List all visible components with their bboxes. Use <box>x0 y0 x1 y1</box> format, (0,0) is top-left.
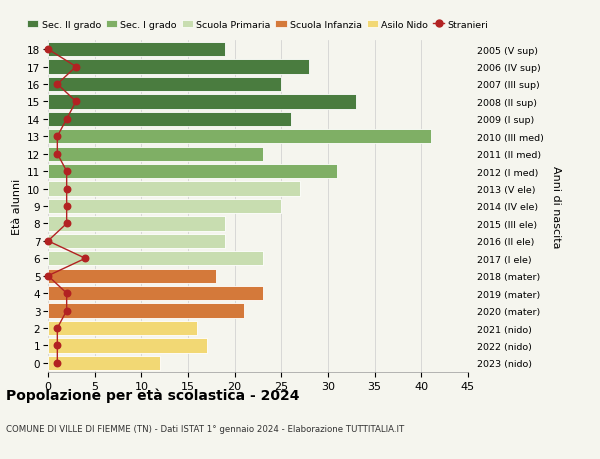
Point <box>43 238 53 245</box>
Bar <box>48 182 300 196</box>
Point <box>53 81 62 89</box>
Y-axis label: Età alunni: Età alunni <box>11 179 22 235</box>
Point <box>53 325 62 332</box>
Point <box>71 64 81 71</box>
Bar <box>48 199 281 214</box>
Bar <box>48 321 197 336</box>
Point <box>53 133 62 140</box>
Bar <box>48 112 290 127</box>
Bar <box>48 60 310 74</box>
Bar <box>48 269 216 283</box>
Bar <box>48 78 281 92</box>
Legend: Sec. II grado, Sec. I grado, Scuola Primaria, Scuola Infanzia, Asilo Nido, Stran: Sec. II grado, Sec. I grado, Scuola Prim… <box>23 17 492 34</box>
Bar <box>48 339 206 353</box>
Point <box>80 255 90 263</box>
Point <box>53 342 62 349</box>
Point <box>53 359 62 367</box>
Point <box>62 307 71 314</box>
Point <box>62 220 71 228</box>
Bar <box>48 234 226 248</box>
Point <box>62 203 71 210</box>
Point <box>43 46 53 54</box>
Bar <box>48 130 431 144</box>
Point <box>71 99 81 106</box>
Bar <box>48 217 226 231</box>
Bar <box>48 147 263 162</box>
Point <box>62 290 71 297</box>
Point <box>62 168 71 175</box>
Bar <box>48 304 244 318</box>
Point <box>62 185 71 193</box>
Bar <box>48 165 337 179</box>
Bar <box>48 356 160 370</box>
Text: Popolazione per età scolastica - 2024: Popolazione per età scolastica - 2024 <box>6 388 299 403</box>
Point <box>43 273 53 280</box>
Bar <box>48 252 263 266</box>
Bar <box>48 95 356 109</box>
Point <box>53 151 62 158</box>
Bar <box>48 286 263 301</box>
Text: COMUNE DI VILLE DI FIEMME (TN) - Dati ISTAT 1° gennaio 2024 - Elaborazione TUTTI: COMUNE DI VILLE DI FIEMME (TN) - Dati IS… <box>6 425 404 434</box>
Point <box>62 116 71 123</box>
Bar <box>48 43 226 57</box>
Y-axis label: Anni di nascita: Anni di nascita <box>551 165 560 248</box>
